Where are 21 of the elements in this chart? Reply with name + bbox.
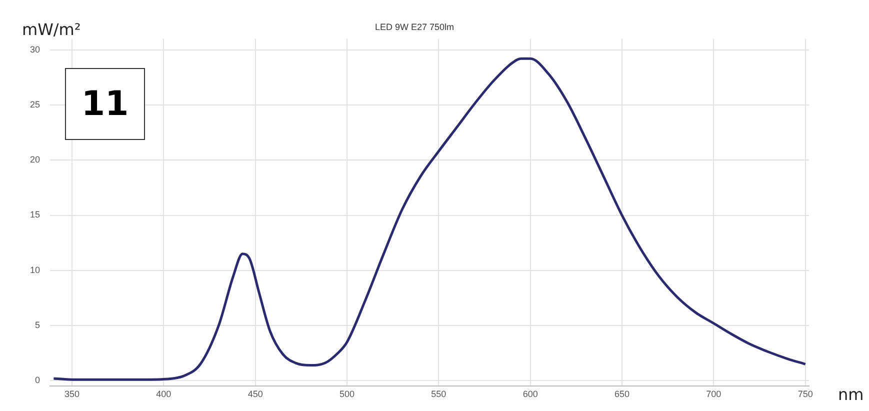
y-axis-title: mW/m² [22,20,81,39]
x-tick-label: 600 [522,389,538,400]
x-tick-label: 400 [156,389,172,400]
y-tick-label: 0 [34,375,40,386]
annotation: 11 [65,68,145,140]
line-series [52,57,807,381]
x-axis-title: nm [838,385,864,404]
y-tick-label: 5 [34,320,40,330]
x-tick-label: 750 [798,389,813,400]
x-tick-label: 450 [248,389,263,400]
x-tick-label: 500 [339,389,355,400]
x-tick-label: 650 [614,389,630,400]
x-tick-label: 700 [706,389,722,400]
y-tick-label: 15 [30,210,40,220]
y-tick-label: 25 [30,99,40,110]
y-tick-label: 10 [30,264,40,275]
chart-title: LED 9W E27 750lm [374,22,454,32]
y-tick-label: 20 [30,154,40,165]
x-tick-label: 350 [64,389,80,400]
x-tick-label: 550 [431,389,446,400]
y-tick-label: 30 [30,44,40,54]
